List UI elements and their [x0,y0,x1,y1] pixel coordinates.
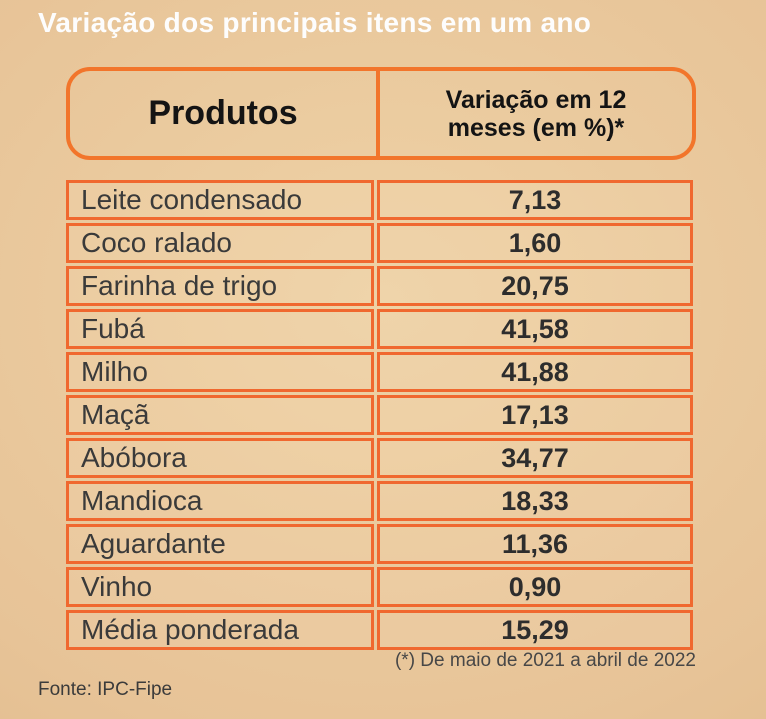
value-cell: 15,29 [377,610,693,650]
table-row: Coco ralado 1,60 [66,223,693,263]
product-cell: Média ponderada [66,610,374,650]
value-cell: 34,77 [377,438,693,478]
product-cell: Maçã [66,395,374,435]
data-table-body: Leite condensado 7,13 Coco ralado 1,60 F… [66,180,693,650]
product-cell: Leite condensado [66,180,374,220]
footnote: (*) De maio de 2021 a abril de 2022 [394,650,696,671]
value-cell: 20,75 [377,266,693,306]
table-row: Fubá 41,58 [66,309,693,349]
value-cell: 0,90 [377,567,693,607]
product-cell: Aguardante [66,524,374,564]
value-cell: 7,13 [377,180,693,220]
page-title: Variação dos principais itens em um ano [38,7,592,38]
value-cell: 1,60 [377,223,693,263]
source-credit: Fonte: IPC-Fipe [38,679,173,700]
table-row: Vinho 0,90 [66,567,693,607]
table-row: Média ponderada 15,29 [66,610,693,650]
value-cell: 41,58 [377,309,693,349]
header-variation-label: Variação em 12 meses (em %)* [376,71,692,156]
product-cell: Fubá [66,309,374,349]
value-cell: 18,33 [377,481,693,521]
product-cell: Mandioca [66,481,374,521]
product-cell: Vinho [66,567,374,607]
value-cell: 11,36 [377,524,693,564]
header-products-label: Produtos [148,94,298,132]
table-row: Milho 41,88 [66,352,693,392]
table-row: Mandioca 18,33 [66,481,693,521]
product-cell: Abóbora [66,438,374,478]
table-header: Produtos Variação em 12 meses (em %)* [66,67,696,160]
data-table: Leite condensado 7,13 Coco ralado 1,60 F… [63,177,696,653]
table-row: Aguardante 11,36 [66,524,693,564]
product-cell: Farinha de trigo [66,266,374,306]
value-cell: 41,88 [377,352,693,392]
table-row: Farinha de trigo 20,75 [66,266,693,306]
value-cell: 17,13 [377,395,693,435]
table-row: Leite condensado 7,13 [66,180,693,220]
product-cell: Milho [66,352,374,392]
table-row: Abóbora 34,77 [66,438,693,478]
product-cell: Coco ralado [66,223,374,263]
table-row: Maçã 17,13 [66,395,693,435]
